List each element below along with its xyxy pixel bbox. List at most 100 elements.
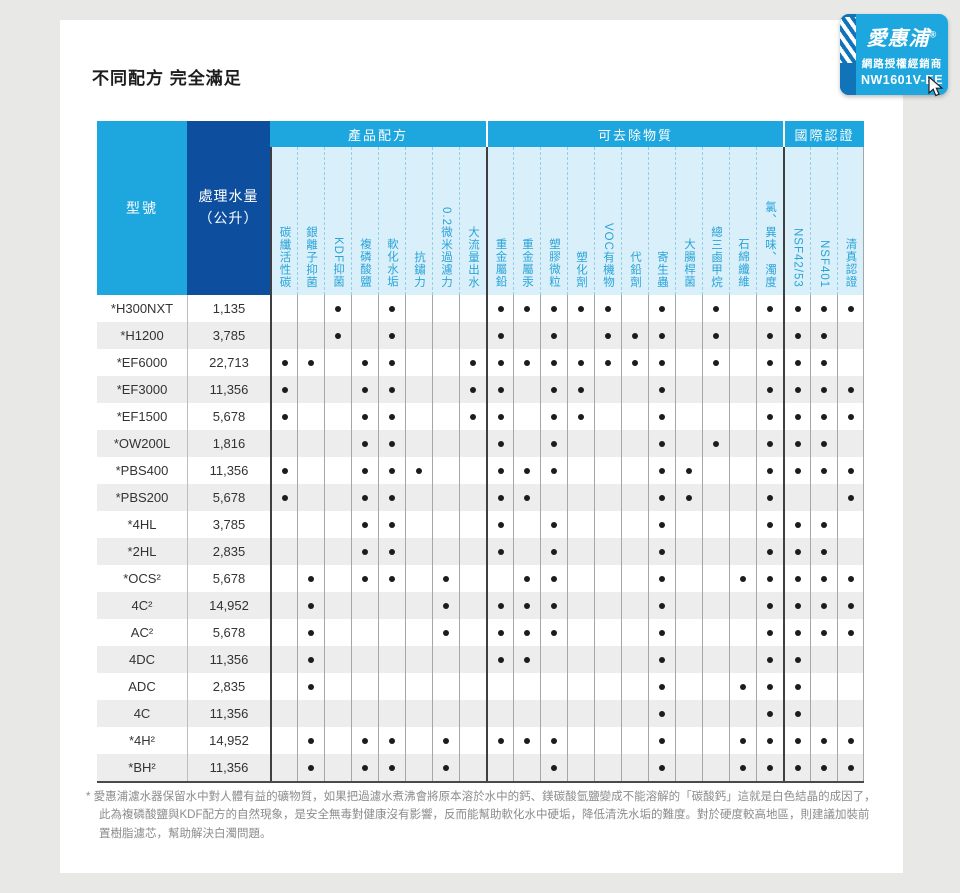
dot-cell xyxy=(702,619,729,646)
feature-dot xyxy=(362,494,368,501)
volume-column-header: 處理水量 （公升） xyxy=(187,121,270,295)
dot-cell xyxy=(297,322,324,349)
dot-cell xyxy=(486,457,513,484)
column-header: 抗鏽力 xyxy=(405,147,432,295)
dot-cell xyxy=(432,403,459,430)
dot-cell xyxy=(459,700,486,727)
dot-cell xyxy=(324,484,351,511)
dot-cell xyxy=(675,727,702,754)
feature-dot xyxy=(794,332,801,339)
dot-cell xyxy=(783,646,810,673)
feature-dot xyxy=(389,359,395,366)
feature-dot xyxy=(524,629,530,636)
feature-dot xyxy=(497,602,504,609)
dot-cell xyxy=(432,646,459,673)
dot-cell xyxy=(270,592,297,619)
feature-dot xyxy=(821,359,827,366)
dot-cell xyxy=(702,322,729,349)
dot-cell xyxy=(783,592,810,619)
dot-cell xyxy=(810,457,837,484)
dot-cell xyxy=(540,619,567,646)
dot-cell xyxy=(783,484,810,511)
dot-cell xyxy=(621,295,648,322)
feature-dot xyxy=(659,413,665,420)
dot-cell xyxy=(810,295,837,322)
dot-cell xyxy=(594,376,621,403)
volume-cell: 11,356 xyxy=(187,700,270,727)
dot-cell xyxy=(810,430,837,457)
dot-cell xyxy=(351,565,378,592)
dot-cell xyxy=(621,349,648,376)
feature-dot xyxy=(362,440,368,447)
feature-dot xyxy=(821,575,827,582)
dot-cell xyxy=(405,619,432,646)
dot-cell xyxy=(486,511,513,538)
feature-dot xyxy=(821,548,827,555)
feature-dot xyxy=(308,683,314,690)
dot-cell xyxy=(837,322,864,349)
dot-cell xyxy=(756,754,783,781)
dot-cell xyxy=(702,457,729,484)
dot-cell xyxy=(594,484,621,511)
dot-cell xyxy=(270,295,297,322)
feature-dot xyxy=(551,305,557,312)
model-cell: *PBS400 xyxy=(97,457,187,484)
dot-cell xyxy=(459,646,486,673)
dot-cell xyxy=(702,430,729,457)
model-cell: *OCS² xyxy=(97,565,187,592)
dot-cell xyxy=(540,700,567,727)
feature-dot xyxy=(308,629,314,636)
feature-dot xyxy=(497,440,504,447)
dot-cell xyxy=(594,295,621,322)
feature-dot xyxy=(308,656,314,663)
dot-cell xyxy=(648,430,675,457)
dot-cell xyxy=(567,538,594,565)
column-header: 清真認證 xyxy=(837,147,864,295)
dot-cell xyxy=(459,376,486,403)
dot-cell xyxy=(486,619,513,646)
dot-cell xyxy=(324,700,351,727)
dot-cell xyxy=(297,538,324,565)
dot-cell xyxy=(783,619,810,646)
dot-cell xyxy=(810,646,837,673)
dot-cell xyxy=(432,349,459,376)
feature-dot xyxy=(443,629,449,636)
feature-dot xyxy=(794,386,801,393)
feature-dot xyxy=(794,602,801,609)
feature-dot xyxy=(335,305,341,312)
dot-cell xyxy=(270,484,297,511)
dot-cell xyxy=(837,295,864,322)
mouse-cursor-icon xyxy=(928,76,944,97)
model-cell: *EF1500 xyxy=(97,403,187,430)
feature-dot xyxy=(281,413,288,420)
volume-cell: 1,135 xyxy=(187,295,270,322)
feature-dot xyxy=(821,467,827,474)
dot-cell xyxy=(648,619,675,646)
dot-cell xyxy=(432,430,459,457)
dot-cell xyxy=(702,592,729,619)
dot-cell xyxy=(729,592,756,619)
feature-dot xyxy=(497,656,504,663)
dot-cell xyxy=(513,457,540,484)
dot-cell xyxy=(648,754,675,781)
dealer-badge[interactable]: 愛惠浦® 網路授權經銷商 NW1601V-EE xyxy=(840,14,948,95)
dot-cell xyxy=(297,754,324,781)
dot-cell xyxy=(324,727,351,754)
feature-dot xyxy=(605,359,611,366)
feature-dot xyxy=(713,332,719,339)
feature-dot xyxy=(659,494,665,501)
dot-cell xyxy=(378,700,405,727)
dot-cell xyxy=(810,511,837,538)
dot-cell xyxy=(378,646,405,673)
feature-dot xyxy=(551,737,557,744)
feature-dot xyxy=(767,359,773,366)
dot-cell xyxy=(405,727,432,754)
dot-cell xyxy=(459,619,486,646)
feature-dot xyxy=(713,440,719,447)
feature-dot xyxy=(821,521,827,528)
dot-cell xyxy=(783,430,810,457)
dot-cell xyxy=(675,430,702,457)
dot-cell xyxy=(567,295,594,322)
dot-cell xyxy=(810,538,837,565)
column-header: 複磷酸鹽 xyxy=(351,147,378,295)
